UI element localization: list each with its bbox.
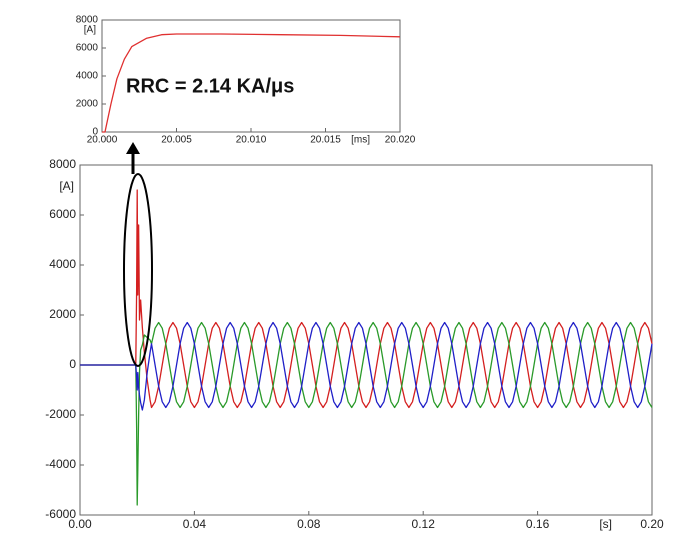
x-tick-label: 20.015: [310, 135, 341, 146]
x-tick-label: 20.000: [87, 135, 118, 146]
x-tick-label: 0.00: [68, 517, 92, 531]
y-tick-label: 4000: [49, 257, 76, 271]
x-axis-label: [ms]: [351, 135, 370, 146]
y-axis-label: [A]: [84, 25, 96, 36]
y-tick-label: 8000: [49, 157, 76, 171]
x-tick-label: 20.005: [161, 135, 192, 146]
y-axis-label: [A]: [59, 179, 74, 193]
y-tick-label: -6000: [45, 507, 76, 521]
arrow-head: [126, 142, 140, 154]
y-tick-label: 2000: [49, 307, 76, 321]
y-tick-label: 0: [69, 357, 76, 371]
plot-frame: [79, 164, 653, 516]
x-tick-label: 0.12: [412, 517, 436, 531]
x-tick-label: 20.010: [236, 135, 267, 146]
y-tick-label: -2000: [45, 407, 76, 421]
series-line: [80, 189, 653, 409]
series-line: [80, 321, 653, 506]
series-line: [102, 33, 401, 133]
y-tick-label: 0: [92, 127, 98, 138]
main-chart: -6000 -4000 -2000 0 2000 4000 6000 8000 0.00 0.04…: [45, 157, 664, 531]
x-axis-label: [s]: [599, 517, 612, 531]
y-tick-label: 4000: [76, 71, 99, 82]
inset-chart: 0 2000 4000 6000 8000 20.000 20.005 20.010 20.01…: [76, 15, 416, 146]
x-tick-label: 0.08: [297, 517, 321, 531]
highlight-ellipse: [123, 173, 153, 367]
annotation: RRC = 2.14 KA/μs: [126, 75, 294, 97]
x-tick-label: 20.020: [385, 135, 416, 146]
y-tick-label: 8000: [76, 15, 99, 26]
x-tick-label: 0.20: [640, 517, 664, 531]
y-tick-label: 2000: [76, 99, 99, 110]
x-tick-label: 0.16: [526, 517, 550, 531]
y-tick-label: 6000: [76, 43, 99, 54]
x-tick-label: 0.04: [183, 517, 207, 531]
series-line: [80, 321, 653, 411]
y-tick-label: -4000: [45, 457, 76, 471]
y-tick-label: 6000: [49, 207, 76, 221]
